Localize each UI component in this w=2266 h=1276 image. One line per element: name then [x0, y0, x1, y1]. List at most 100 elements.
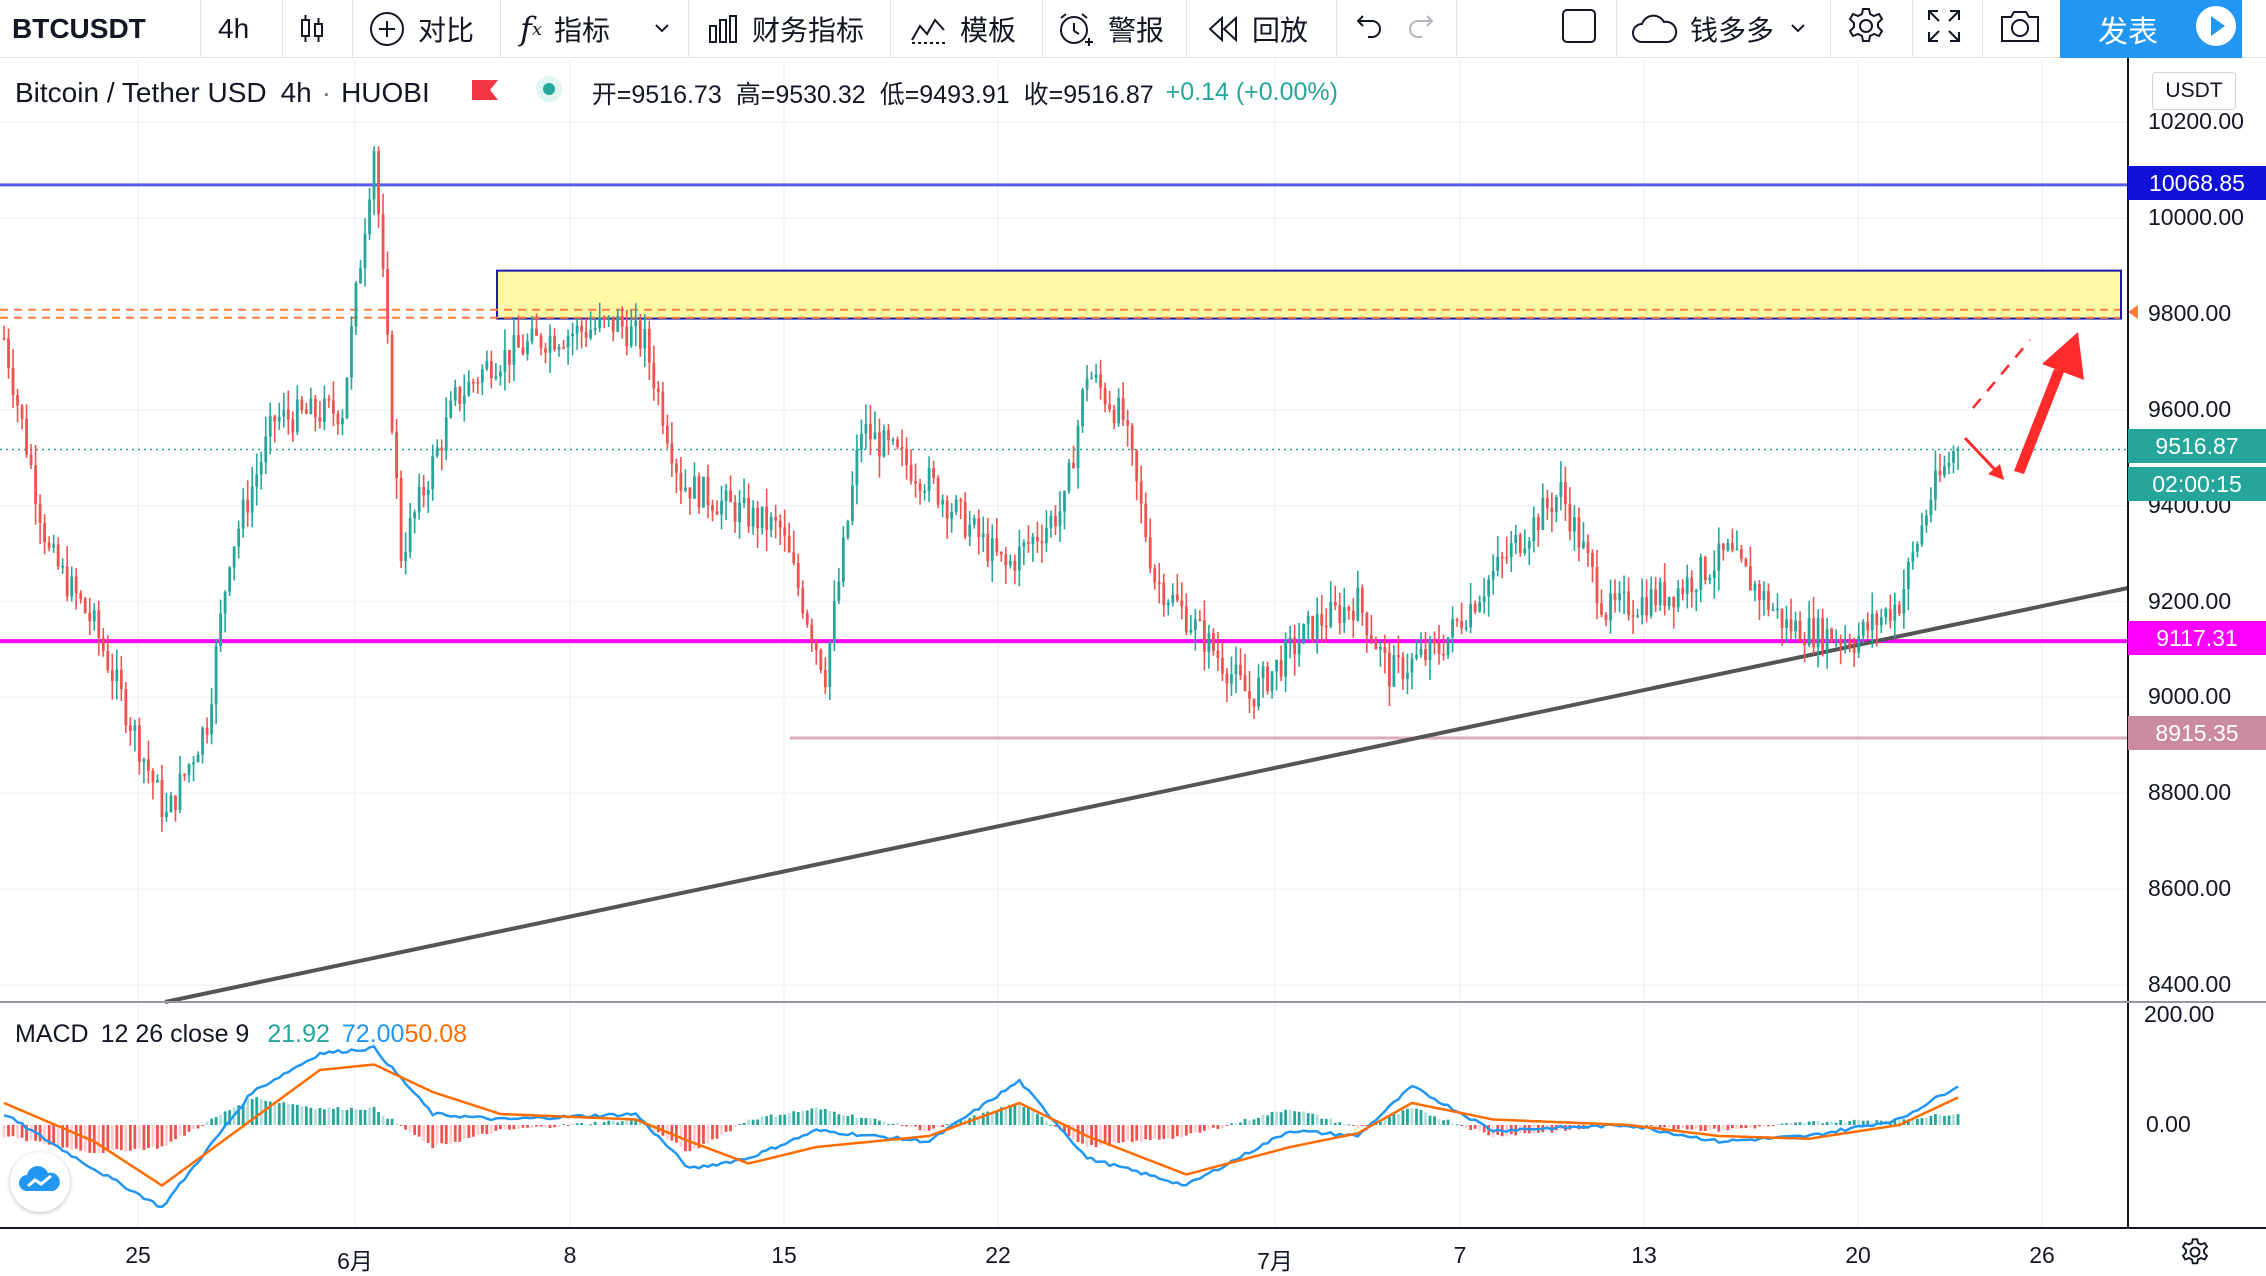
symbol-search-button[interactable]: BTCUSDT [12, 13, 146, 44]
indicators-dropdown-button[interactable] [652, 0, 672, 58]
macd-histogram-bar [765, 1116, 769, 1125]
candle-body [83, 598, 87, 613]
candle-body [905, 448, 908, 466]
replay-button[interactable]: 回放 [1206, 0, 1308, 58]
macd-histogram-bar [1455, 1124, 1459, 1126]
macd-histogram-bar [819, 1109, 823, 1125]
candle-body [480, 369, 484, 383]
macd-histogram-bar [480, 1125, 484, 1134]
macd-histogram-bar [1342, 1124, 1346, 1126]
macd-histogram-bar [1261, 1114, 1265, 1125]
alert-button[interactable]: 警报 [1056, 0, 1164, 58]
chart-style-button[interactable] [295, 0, 341, 58]
candle-body [873, 432, 877, 440]
price-tick-label: 9600.00 [2148, 395, 2232, 422]
candle-body [124, 689, 128, 726]
candle-body [381, 214, 385, 269]
macd-histogram-bar [747, 1119, 750, 1125]
macd-histogram-bar [756, 1119, 760, 1125]
signal-line [3, 1063, 1959, 1188]
macd-histogram-bar [593, 1121, 597, 1125]
candle-body [1017, 546, 1021, 571]
templates-button[interactable]: 模板 [910, 0, 1016, 58]
macd-histogram-bar [580, 1122, 584, 1125]
interval-button[interactable]: 4h [218, 13, 250, 44]
macd-histogram-bar [291, 1104, 295, 1125]
toolbar-divider [200, 0, 201, 58]
candle-body [29, 454, 33, 466]
candle-body [1956, 449, 1960, 452]
macd-line-value: 72.00 [341, 1020, 405, 1048]
candle-body [1807, 618, 1811, 646]
bar-chart-icon [706, 12, 740, 46]
flag-icon[interactable] [470, 77, 500, 109]
macd-histogram-bar [1144, 1125, 1148, 1140]
candle-body [882, 430, 886, 457]
chart-canvas[interactable] [0, 58, 2266, 1272]
macd-histogram-bar [1347, 1124, 1351, 1126]
candle-body [792, 552, 796, 564]
macd-histogram-bar [2, 1125, 6, 1138]
macd-histogram-bar [1148, 1125, 1152, 1140]
snapshot-button[interactable] [1998, 0, 2042, 58]
macd-histogram-bar [1063, 1125, 1066, 1133]
candle-body [1690, 577, 1694, 593]
macd-histogram-bar [386, 1118, 389, 1125]
candle-body [1076, 426, 1080, 469]
undo-button[interactable] [1350, 0, 1384, 58]
tradingview-logo-button[interactable] [10, 1152, 70, 1212]
macd-histogram-bar [1676, 1125, 1680, 1130]
settings-button[interactable] [1846, 0, 1886, 58]
macd-histogram-bar [508, 1125, 511, 1130]
candle-body [1081, 389, 1084, 427]
currency-badge[interactable]: USDT [2152, 72, 2236, 110]
candle-body [999, 551, 1003, 555]
candle-body [778, 520, 782, 528]
macd-histogram-bar [1663, 1125, 1667, 1128]
macd-histogram-bar [390, 1118, 394, 1125]
candle-body [273, 416, 277, 422]
candle-body [128, 725, 132, 731]
candle-body [1735, 548, 1739, 551]
macd-histogram-bar [1685, 1125, 1689, 1130]
candle-body [1090, 377, 1093, 380]
toolbar-divider [1042, 0, 1043, 58]
candle-body [1248, 691, 1251, 699]
fullscreen-select-button[interactable] [1560, 0, 1598, 58]
candle-body [805, 613, 809, 625]
candle-body [97, 610, 101, 638]
candle-body [855, 449, 859, 486]
candle-body [332, 400, 335, 414]
candle-body [923, 490, 926, 493]
candle-body [1609, 593, 1612, 621]
fullscreen-button[interactable] [1926, 0, 1962, 58]
candle-body [422, 486, 426, 496]
macd-histogram-bar [1703, 1125, 1707, 1131]
macd-histogram-bar [823, 1109, 827, 1125]
financials-button[interactable]: 财务指标 [706, 0, 864, 58]
macd-histogram-bar [70, 1125, 74, 1150]
compare-button[interactable]: 对比 [368, 0, 474, 58]
candle-body [1785, 619, 1788, 628]
candle-body [1252, 698, 1256, 707]
candle-body [1004, 554, 1008, 566]
arrow-short-down [1963, 436, 2002, 477]
candle-body [688, 487, 692, 499]
candle-body [521, 347, 525, 355]
candle-body [1911, 551, 1915, 562]
play-button[interactable] [2192, 0, 2240, 58]
axis-settings-button[interactable] [2180, 1237, 2210, 1272]
macd-histogram-bar [1288, 1109, 1292, 1125]
macd-histogram-bar [178, 1125, 182, 1136]
macd-histogram-bar [29, 1125, 33, 1141]
candle-body [1225, 673, 1229, 684]
macd-histogram-bar [1744, 1125, 1748, 1129]
layout-button[interactable]: 钱多多 [1630, 0, 1808, 58]
macd-histogram-bar [521, 1125, 525, 1128]
redo-button[interactable] [1406, 0, 1440, 58]
macd-histogram-bar [896, 1122, 899, 1125]
macd-histogram-bar [187, 1125, 191, 1132]
candle-body [372, 151, 376, 200]
candle-body [557, 347, 561, 350]
